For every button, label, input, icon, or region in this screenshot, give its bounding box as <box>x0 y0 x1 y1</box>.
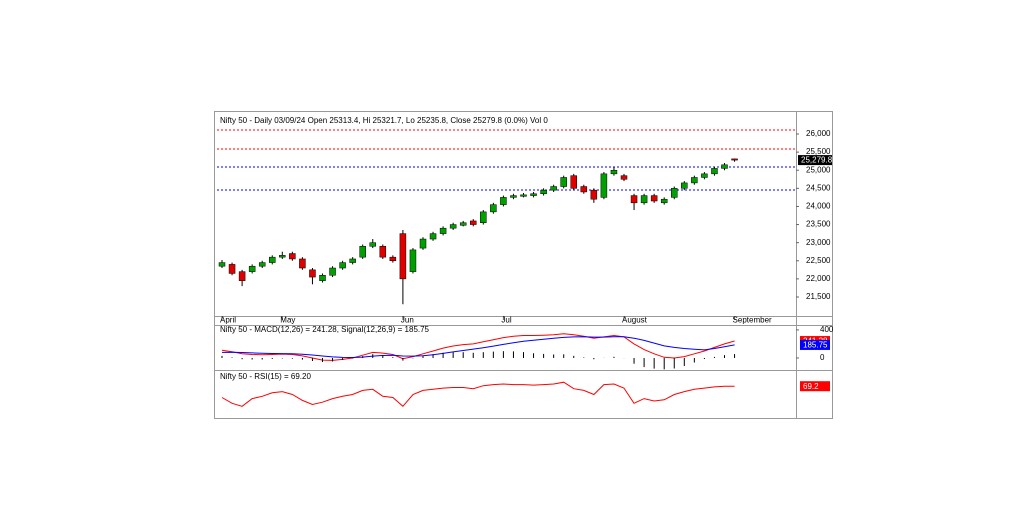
candle-body <box>570 175 577 189</box>
candle-body <box>309 269 316 278</box>
candle-body <box>299 258 306 269</box>
candle-body <box>671 188 678 198</box>
y-tick-label: 0 <box>820 353 825 362</box>
candle-body <box>399 233 407 280</box>
candle-body <box>500 197 507 205</box>
candle-body <box>711 168 718 175</box>
candle-body <box>459 222 467 226</box>
macd-title: Nifty 50 - MACD(12,26) = 241.28, Signal(… <box>220 325 430 334</box>
candle-body <box>620 175 628 180</box>
value-box <box>800 381 830 392</box>
x-tick-label: May <box>280 316 295 325</box>
candle-body <box>610 169 618 175</box>
candle-body <box>329 267 336 276</box>
x-tick-label: September <box>733 316 772 325</box>
candle-body <box>470 220 477 225</box>
y-tick-label: 24,500 <box>806 183 831 192</box>
candle-body <box>600 173 608 198</box>
y-tick-label: 26,000 <box>806 129 831 138</box>
candle-body <box>369 242 376 247</box>
candle-body <box>580 186 588 193</box>
candle-body <box>530 193 537 196</box>
value-box-label: 185.75 <box>803 341 828 350</box>
candle-body <box>389 256 397 262</box>
price-marker-box <box>798 155 832 166</box>
candle-body <box>480 211 487 223</box>
candle-body <box>701 173 708 178</box>
y-tick-label: 25,000 <box>806 165 831 174</box>
x-tick-label: Jun <box>401 316 414 325</box>
candle-body <box>258 262 266 267</box>
rsi-line <box>221 381 735 408</box>
y-tick-label: 22,000 <box>806 274 831 283</box>
value-box-label: 69.2 <box>803 382 819 391</box>
candle-body <box>650 195 658 202</box>
chart-frame <box>214 111 833 419</box>
candle-body <box>218 262 226 267</box>
candle-body <box>349 258 356 263</box>
candle-body <box>409 249 417 272</box>
candle-body <box>640 195 648 204</box>
rsi-title: Nifty 50 - RSI(15) = 69.20 <box>220 372 311 381</box>
y-tick-label: 21,500 <box>806 292 831 301</box>
candle-body <box>490 204 497 213</box>
candle-body <box>510 195 517 198</box>
candle-body <box>279 255 286 258</box>
price-marker-label: 25,279.8 <box>801 156 833 165</box>
macd-line <box>221 336 735 359</box>
candle-body <box>691 177 698 184</box>
candle-body <box>419 238 427 249</box>
candle-body <box>248 265 256 272</box>
y-tick-label: 400 <box>820 325 834 334</box>
candle-body <box>540 189 547 195</box>
candle-body <box>269 256 276 263</box>
candle-body <box>289 253 296 260</box>
candle-body <box>359 246 366 258</box>
y-tick-label: 22,500 <box>806 256 831 265</box>
x-tick-label: August <box>622 316 648 325</box>
candle-body <box>560 177 567 187</box>
candle-body <box>238 271 246 281</box>
candle-body <box>228 264 236 274</box>
candle-body <box>550 186 557 191</box>
candle-body <box>339 262 346 269</box>
y-tick-label: 23,500 <box>806 220 831 229</box>
candle-body <box>439 227 447 234</box>
candle-body <box>630 195 638 204</box>
candle-body <box>319 275 326 281</box>
x-tick-label: April <box>220 316 236 325</box>
x-tick-label: Jul <box>501 316 511 325</box>
candle-body <box>449 224 457 229</box>
candle-body <box>681 182 688 189</box>
candle-body <box>429 233 437 240</box>
value-box <box>800 339 830 350</box>
candle-body <box>721 164 728 169</box>
y-tick-label: 25,500 <box>806 147 831 156</box>
y-tick-label: 23,000 <box>806 238 831 247</box>
candle-body <box>520 194 527 197</box>
price-title: Nifty 50 - Daily 03/09/24 Open 25313.4, … <box>220 116 548 125</box>
candle-body <box>590 189 598 200</box>
candle-body <box>379 246 387 258</box>
candle-body <box>731 158 738 161</box>
candle-body <box>660 198 668 204</box>
y-tick-label: 24,000 <box>806 202 831 211</box>
macd-line <box>221 333 735 361</box>
